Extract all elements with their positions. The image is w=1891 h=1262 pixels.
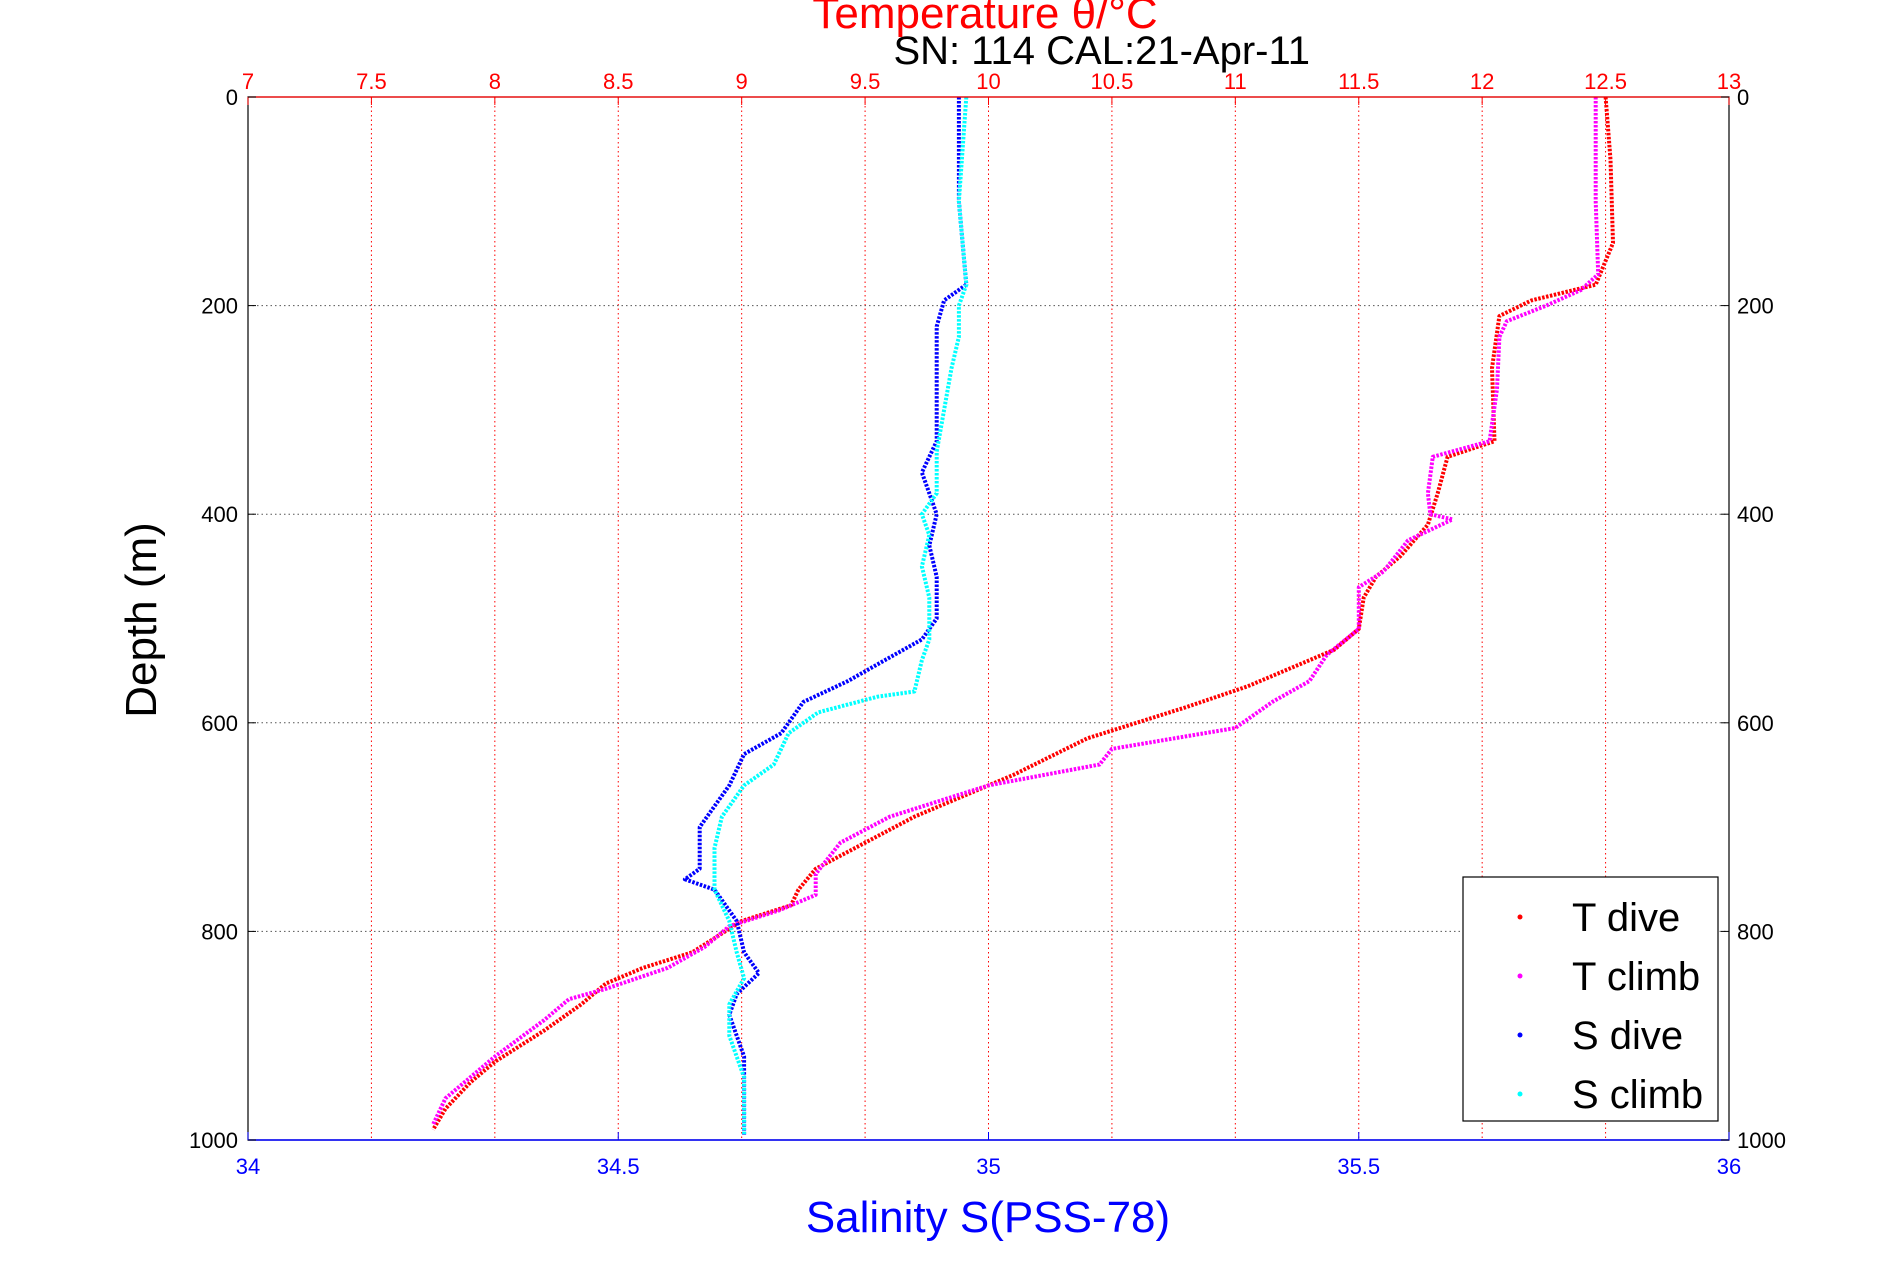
chart-title: Temperature θ/°C [812, 0, 1157, 38]
salinity-tick-label: 34.5 [597, 1154, 640, 1179]
depth-tick-label-right: 400 [1737, 502, 1774, 527]
temperature-tick-label: 11.5 [1338, 69, 1379, 94]
series-s-dive [682, 97, 969, 1135]
temperature-tick-label: 9 [736, 69, 748, 94]
depth-tick-label-right: 0 [1737, 85, 1749, 110]
depth-tick-label: 800 [201, 919, 238, 944]
temperature-tick-label: 10 [976, 69, 1000, 94]
temperature-tick-label: 7.5 [356, 69, 387, 94]
depth-tick-label: 1000 [189, 1128, 238, 1153]
depth-tick-label: 200 [201, 294, 238, 319]
series-group [431, 96, 1615, 1135]
temperature-tick-label: 8.5 [603, 69, 634, 94]
depth-tick-label: 600 [201, 711, 238, 736]
legend-marker-s-climb [1517, 1091, 1523, 1097]
temperature-tick-label: 7 [242, 69, 254, 94]
depth-tick-label-right: 800 [1737, 919, 1774, 944]
legend-label-t-dive: T dive [1572, 896, 1680, 940]
temperature-tick-label: 13 [1717, 69, 1741, 94]
legend-marker-t-climb [1517, 973, 1523, 979]
legend-items: T dive T climb S dive S climb [1517, 896, 1703, 1117]
salinity-tick-label: 35 [976, 1154, 1000, 1179]
depth-tick-label-right: 600 [1737, 711, 1774, 736]
temperature-tick-label: 10.5 [1091, 69, 1134, 94]
legend-label-s-dive: S dive [1572, 1014, 1683, 1058]
depth-tick-label-right: 1000 [1737, 1128, 1786, 1153]
series-t-climb [431, 97, 1601, 1126]
legend-marker-s-dive [1517, 1032, 1523, 1038]
temperature-tick-label: 12 [1470, 69, 1494, 94]
temperature-tick-label: 12.5 [1584, 69, 1627, 94]
salinity-tick-label: 35.5 [1337, 1154, 1380, 1179]
legend-marker-t-dive [1517, 914, 1523, 920]
temperature-tick-label: 8 [489, 69, 501, 94]
y-axis-label: Depth (m) [117, 522, 166, 718]
legend-label-s-climb: S climb [1572, 1073, 1703, 1117]
temperature-tick-label: 9.5 [850, 69, 881, 94]
series-t-dive [431, 96, 1615, 1131]
salinity-tick-label: 36 [1717, 1154, 1741, 1179]
series-s-climb [712, 96, 969, 1135]
depth-tick-label: 0 [226, 85, 238, 110]
legend-label-t-climb: T climb [1572, 955, 1700, 999]
x-axis-label: Salinity S(PSS-78) [806, 1193, 1170, 1242]
chart-subtitle: SN: 114 CAL:21-Apr-11 [893, 29, 1310, 73]
legend-box [1462, 876, 1719, 1122]
legend: T dive T climb S dive S climb [1462, 876, 1719, 1122]
depth-tick-label: 400 [201, 502, 238, 527]
temperature-tick-label: 11 [1224, 69, 1247, 94]
salinity-tick-label: 34 [236, 1154, 260, 1179]
depth-tick-label-right: 200 [1737, 294, 1774, 319]
